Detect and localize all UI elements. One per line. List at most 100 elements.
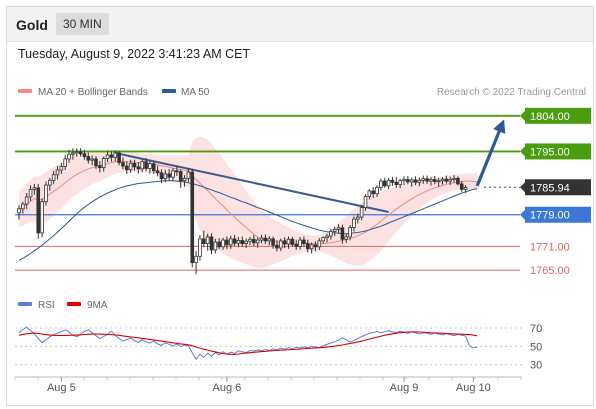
candle: [113, 152, 118, 158]
ma20-line: [18, 160, 478, 245]
pivot-tag-pointer: [520, 209, 525, 220]
instrument-title: Gold: [16, 17, 48, 33]
resistance-label: 1795.00: [530, 146, 570, 158]
timeframe-tab[interactable]: 30 MIN: [56, 13, 109, 35]
candle: [48, 179, 52, 186]
candle: [302, 239, 306, 245]
candle: [240, 240, 245, 245]
candle: [259, 237, 264, 241]
candle: [456, 177, 460, 185]
candle: [363, 196, 368, 209]
candle: [59, 166, 64, 171]
candle: [463, 187, 468, 190]
x-tick-label: Aug 6: [213, 382, 242, 394]
candle: [213, 241, 218, 251]
candle: [125, 165, 129, 171]
candle: [255, 239, 260, 244]
candle: [452, 177, 456, 180]
candle: [36, 187, 41, 234]
candle: [55, 169, 60, 176]
rsi-panel: 70 50 30: [15, 323, 542, 372]
legend-swatch-ma20: [18, 89, 32, 93]
candlesticks: [17, 148, 468, 275]
candle: [201, 238, 206, 245]
candle: [98, 165, 102, 169]
legend-label-ma20: MA 20 + Bollinger Bands: [38, 87, 148, 98]
candle: [398, 180, 402, 186]
trendline-group: [115, 152, 389, 213]
x-tick-label: Aug 5: [47, 382, 76, 394]
legend-label-9ma: 9MA: [87, 300, 108, 311]
candle: [248, 238, 252, 242]
candle: [406, 179, 410, 183]
candle: [244, 240, 248, 245]
x-tick-label: Aug 9: [390, 382, 419, 394]
candle: [217, 241, 222, 248]
candle: [348, 226, 352, 238]
candle: [51, 174, 56, 181]
candle: [132, 162, 137, 168]
candle: [128, 162, 133, 171]
candle: [205, 236, 210, 245]
candle: [290, 238, 295, 245]
resistance-tag-pointer: [520, 146, 525, 157]
candle: [44, 184, 48, 203]
candle: [417, 179, 422, 183]
candle: [194, 255, 198, 264]
candle: [71, 152, 75, 155]
candle: [413, 179, 418, 183]
candle: [448, 179, 452, 182]
candle: [190, 171, 195, 264]
rsi-tick-label: 70: [530, 323, 542, 335]
bollinger-bands: [19, 136, 478, 269]
rsi-tick-label: 50: [530, 341, 542, 353]
candle: [225, 239, 229, 246]
time-axis: Aug 5 Aug 6 Aug 9 Aug 10: [14, 376, 522, 394]
legend-swatch-rsi: [18, 302, 32, 306]
candle: [402, 179, 406, 182]
candle: [21, 203, 25, 210]
candle: [24, 196, 29, 205]
candle: [228, 238, 233, 246]
candle: [278, 240, 283, 249]
timestamp: Tuesday, August 9, 2022 3:41:23 AM CET: [18, 47, 251, 61]
candle: [182, 177, 187, 182]
resistance-tag: [525, 107, 591, 124]
candle: [252, 238, 256, 244]
candle: [167, 173, 171, 178]
support-label: 1771.00: [530, 241, 570, 253]
candle: [151, 163, 156, 172]
candle: [94, 158, 98, 167]
candle: [440, 178, 445, 182]
candle: [263, 237, 268, 242]
forecast-arrow: [475, 130, 501, 187]
current-tag: [525, 179, 591, 196]
pivot-label: 1779.00: [530, 210, 570, 222]
candle: [309, 244, 314, 250]
candle: [421, 178, 426, 181]
chart-header: Gold 30 MIN: [7, 7, 593, 42]
legend-label-rsi: RSI: [38, 300, 55, 311]
candle: [321, 237, 325, 242]
candle: [317, 240, 322, 248]
forecast-arrow-head: [493, 119, 506, 134]
candle: [375, 187, 379, 195]
candle: [155, 170, 160, 174]
candle: [459, 183, 464, 190]
candle: [367, 190, 372, 197]
candle: [78, 151, 83, 155]
candle: [409, 179, 414, 183]
candle: [313, 244, 318, 248]
current-label: 1785.94: [530, 182, 570, 194]
candle: [198, 238, 202, 257]
candle: [371, 190, 375, 195]
candle: [336, 227, 341, 230]
credit-text: Research © 2022 Trading Central: [437, 87, 586, 98]
candle: [86, 156, 91, 161]
candle: [171, 170, 175, 178]
candle: [359, 207, 364, 218]
candle: [232, 238, 237, 244]
resistance-tag: [525, 143, 591, 160]
legend-swatch-ma50: [162, 89, 176, 93]
